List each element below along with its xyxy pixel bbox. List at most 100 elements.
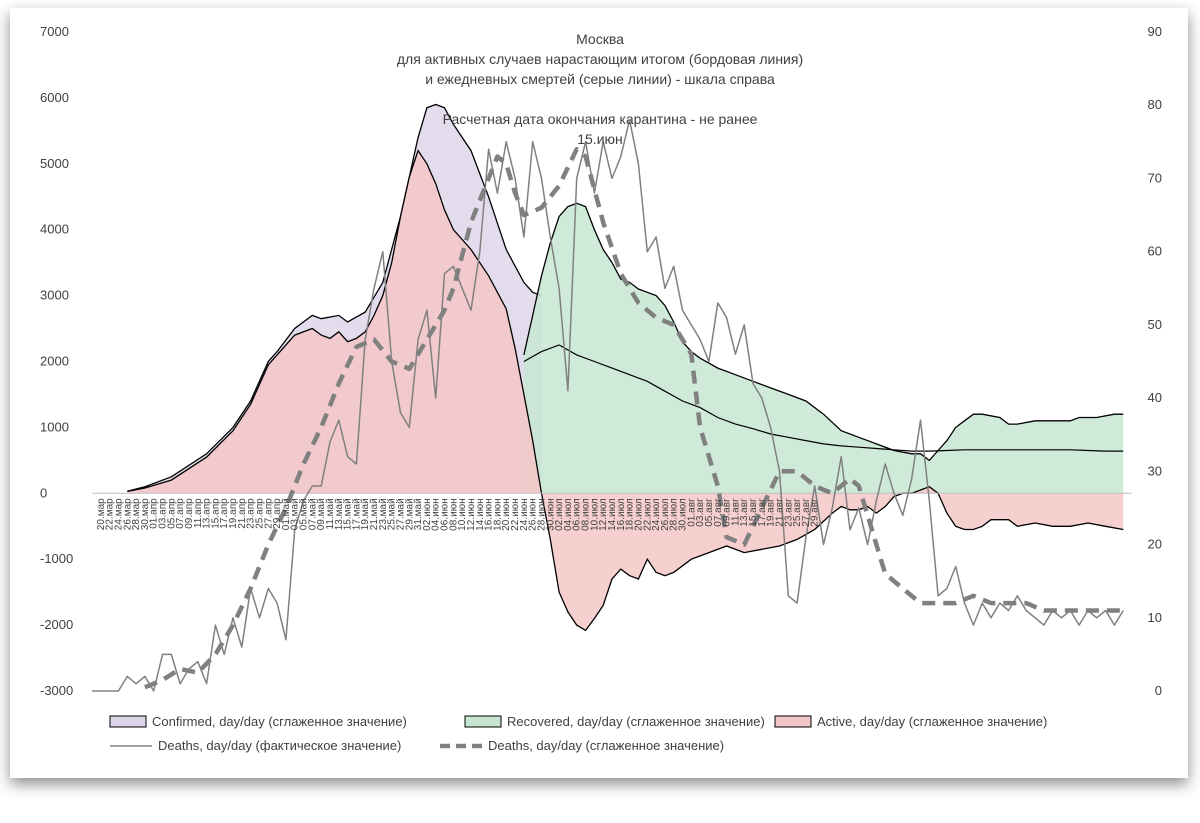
x-tick-60: 18.июл <box>625 498 636 531</box>
area-layer <box>127 103 1124 632</box>
x-tick-55: 08.июл <box>581 498 592 531</box>
x-tick-29: 17.май <box>351 498 362 530</box>
x-tick-79: 25.авг <box>792 498 803 527</box>
x-tick-21: 01.май <box>281 498 292 530</box>
x-tick-11: 11.апр <box>193 498 204 528</box>
x-tick-80: 27.авг <box>801 498 812 527</box>
x-tick-23: 05.май <box>299 498 310 530</box>
legend-label-4: Deaths, day/day (сглаженное значение) <box>488 738 724 753</box>
x-tick-17: 23.апр <box>246 498 257 529</box>
line-series-1 <box>144 146 1124 690</box>
y-right-tick-4: 40 <box>1148 390 1162 405</box>
x-tick-33: 25.май <box>387 498 398 530</box>
x-tick-31: 21.май <box>369 498 380 530</box>
x-tick-2: 24.мар <box>113 498 124 530</box>
y-left-tick-10: 7000 <box>40 24 69 39</box>
left-axis: -3000 -2000 -1000 0 1000 2000 3000 4000 5000 6000… <box>40 24 73 698</box>
line-layer <box>92 119 1124 692</box>
chart-title: Москва для активных случаев нарастающим и… <box>397 31 803 147</box>
x-tick-10: 09.апр <box>184 498 195 529</box>
x-tick-7: 03.апр <box>158 498 169 529</box>
x-tick-67: 01.авг <box>686 498 697 527</box>
x-tick-56: 10.июл <box>589 498 600 531</box>
y-right-tick-8: 80 <box>1148 97 1162 112</box>
x-tick-43: 14.июн <box>475 498 486 531</box>
x-tick-35: 29.май <box>404 498 415 530</box>
y-left-tick-8: 5000 <box>40 156 69 171</box>
x-tick-44: 16.июн <box>484 498 495 531</box>
y-left-tick-3: 0 <box>40 485 47 500</box>
x-tick-39: 06.июн <box>440 498 451 531</box>
x-tick-66: 30.июл <box>678 498 689 531</box>
x-tick-25: 09.май <box>316 498 327 530</box>
y-right-tick-3: 30 <box>1148 463 1162 478</box>
x-tick-19: 27.апр <box>263 498 274 529</box>
y-right-tick-7: 70 <box>1148 170 1162 185</box>
y-left-tick-9: 6000 <box>40 90 69 105</box>
y-right-tick-0: 0 <box>1155 683 1162 698</box>
chart: -3000-2000-10000100020003000400050006000… <box>40 24 1162 753</box>
x-tick-42: 12.июн <box>466 498 477 531</box>
x-tick-32: 23.май <box>378 498 389 530</box>
x-tick-5: 30.мар <box>140 498 151 530</box>
x-tick-46: 20.июн <box>501 498 512 531</box>
y-left-tick-2: -1000 <box>40 551 73 566</box>
legend-label-1: Recovered, day/day (сглаженное значение) <box>507 714 765 729</box>
x-tick-69: 05.авг <box>704 498 715 527</box>
x-tick-20: 29.апр <box>272 498 283 529</box>
x-tick-77: 21.авг <box>774 498 785 527</box>
x-tick-9: 07.апр <box>175 498 186 529</box>
active-cumulative-line <box>523 344 1124 452</box>
legend-label-2: Active, day/day (сглаженное значение) <box>817 714 1047 729</box>
title-line-5: 15.июн <box>577 131 623 147</box>
x-tick-51: 30.июн <box>545 498 556 531</box>
x-tick-53: 04.июл <box>563 498 574 531</box>
y-left-tick-1: -2000 <box>40 617 73 632</box>
x-tick-62: 22.июл <box>642 498 653 531</box>
area-series-1 <box>523 203 1124 494</box>
legend-swatch-2 <box>774 715 812 728</box>
legend-label-3: Deaths, day/day (фактическое значение) <box>158 738 401 753</box>
x-tick-65: 28.июл <box>669 498 680 531</box>
x-tick-50: 28.июн <box>536 498 547 531</box>
x-tick-27: 13.май <box>334 498 345 530</box>
y-left-tick-4: 1000 <box>40 419 69 434</box>
x-tick-38: 04.июн <box>431 498 442 531</box>
x-tick-1: 22.мар <box>105 498 116 530</box>
chart-card: -3000 -2000 -1000 0 1000 2000 3000 4000 5000 6000… <box>10 8 1188 778</box>
x-tick-28: 15.май <box>343 498 354 530</box>
x-tick-49: 26.июн <box>528 498 539 531</box>
x-tick-64: 26.июл <box>660 498 671 531</box>
line-series-0 <box>92 119 1124 692</box>
legend-label-0: Confirmed, day/day (сглаженное значение) <box>152 714 407 729</box>
x-tick-3: 26.мар <box>122 498 133 530</box>
x-tick-59: 16.июл <box>616 498 627 531</box>
legend-swatch-1 <box>464 715 502 728</box>
y-right-tick-2: 20 <box>1148 537 1162 552</box>
x-tick-4: 28.мар <box>131 498 142 530</box>
x-tick-24: 07.май <box>307 498 318 530</box>
x-tick-36: 31.май <box>413 498 424 530</box>
y-left-tick-7: 4000 <box>40 222 69 237</box>
x-tick-8: 05.апр <box>166 498 177 529</box>
x-tick-12: 13.апр <box>202 498 213 529</box>
x-tick-45: 18.июн <box>492 498 503 531</box>
legend: Confirmed, day/day (сглаженное значение)… <box>109 714 1047 753</box>
x-tick-63: 24.июл <box>651 498 662 531</box>
x-tick-72: 11.авг <box>730 498 741 526</box>
x-tick-54: 06.июл <box>572 498 583 531</box>
area-outline-1 <box>523 202 1124 462</box>
y-left-tick-6: 3000 <box>40 288 69 303</box>
x-tick-18: 25.апр <box>254 498 265 529</box>
x-tick-57: 12.июл <box>598 498 609 531</box>
title-line-0: Москва <box>576 31 624 47</box>
x-tick-41: 10.июн <box>457 498 468 531</box>
x-tick-0: 20.мар <box>96 498 107 530</box>
right-axis: 0 10 20 30 40 50 60 70 80 90 <box>1148 24 1162 698</box>
x-tick-70: 07.авг <box>713 498 724 527</box>
x-tick-15: 19.апр <box>228 498 239 529</box>
y-right-tick-9: 90 <box>1148 24 1162 39</box>
y-right-tick-5: 50 <box>1148 317 1162 332</box>
x-tick-73: 13.авг <box>739 498 750 527</box>
